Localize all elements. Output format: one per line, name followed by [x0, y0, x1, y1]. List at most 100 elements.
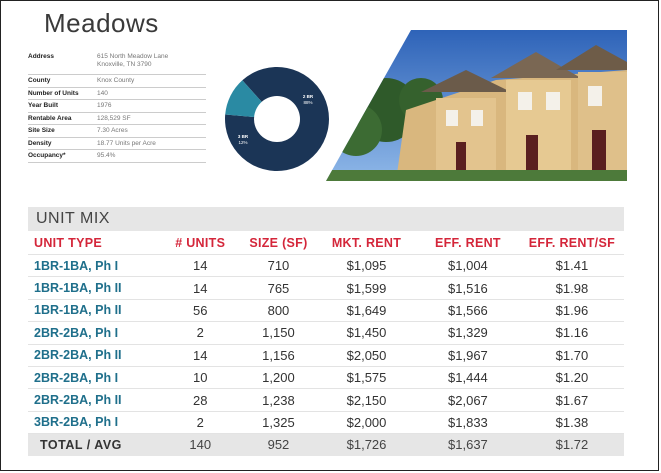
fact-value: 128,529 SF: [97, 114, 131, 122]
fact-row: Number of Units 140: [28, 88, 206, 100]
slice-pct-2br: 88%: [303, 100, 312, 105]
cell-eff-rent: $2,067: [415, 388, 520, 412]
cell-avg-eff-rent-sf: $1.72: [519, 433, 624, 456]
cell-size: 710: [239, 253, 318, 277]
bedroom-donut-chart: 2 BR 88% 3 BR 12%: [225, 67, 329, 171]
cell-unit-type: 1BR-1BA, Ph II: [28, 298, 161, 322]
cell-mkt-rent: $1,649: [317, 298, 416, 322]
cell-units: 28: [160, 388, 240, 412]
cell-unit-type: 3BR-2BA, Ph I: [28, 410, 161, 434]
address-line-2: Knoxville, TN 3790: [97, 61, 152, 68]
cell-unit-type: 2BR-2BA, Ph I: [28, 365, 161, 389]
cell-eff-rent: $1,444: [415, 365, 520, 389]
cell-units: 14: [160, 343, 240, 367]
cell-eff-rent-sf: $1.20: [519, 365, 624, 389]
fact-label: Rentable Area: [28, 114, 72, 122]
fact-label: Density: [28, 139, 52, 147]
table-row: 2BR-2BA, Ph I 10 1,200 $1,575 $1,444 $1.20: [28, 365, 624, 389]
table-row: 2BR-2BA, Ph II 14 1,156 $2,050 $1,967 $1.70: [28, 343, 624, 367]
cell-eff-rent: $1,004: [415, 253, 520, 277]
col-unit-type: UNIT TYPE: [34, 236, 102, 250]
fact-row: County Knox County: [28, 75, 206, 88]
cell-eff-rent: $1,967: [415, 343, 520, 367]
fact-label: Year Built: [28, 102, 58, 110]
unit-mix-title: UNIT MIX: [36, 210, 110, 227]
property-facts: Address 615 North Meadow Lane Knoxville,…: [28, 50, 206, 163]
donut-hole: [254, 96, 300, 142]
fact-row-address: Address 615 North Meadow Lane Knoxville,…: [28, 50, 206, 75]
cell-eff-rent-sf: $1.96: [519, 298, 624, 322]
table-row: 1BR-1BA, Ph II 14 765 $1,599 $1,516 $1.98: [28, 276, 624, 300]
fact-value: 7.30 Acres: [97, 127, 128, 135]
cell-mkt-rent: $1,599: [317, 276, 416, 300]
unit-mix-header: UNIT MIX: [28, 207, 624, 231]
fact-value: 95.4%: [97, 152, 116, 160]
cell-units: 2: [160, 321, 240, 345]
table-row: 1BR-1BA, Ph I 14 710 $1,095 $1,004 $1.41: [28, 253, 624, 277]
table-row: 2BR-2BA, Ph II 28 1,238 $2,150 $2,067 $1.67: [28, 388, 624, 412]
property-title: Meadows: [44, 8, 159, 38]
table-row: 1BR-1BA, Ph II 56 800 $1,649 $1,566 $1.96: [28, 298, 624, 322]
table-row: 3BR-2BA, Ph I 2 1,325 $2,000 $1,833 $1.38: [28, 410, 624, 434]
col-size: SIZE (SF): [249, 236, 308, 250]
cell-mkt-rent: $1,575: [317, 365, 416, 389]
fact-value: 140: [97, 89, 108, 97]
cell-units: 2: [160, 410, 240, 434]
col-eff-rent: EFF. RENT: [434, 236, 501, 250]
fact-value-address: 615 North Meadow Lane Knoxville, TN 3790: [97, 53, 206, 69]
table-header-row: UNIT TYPE # UNITS SIZE (SF) MKT. RENT EF…: [28, 232, 624, 255]
cell-unit-type: 2BR-2BA, Ph II: [28, 388, 161, 412]
fact-value: 1976: [97, 102, 112, 110]
cell-unit-type: 1BR-1BA, Ph I: [28, 253, 161, 277]
cell-units: 14: [160, 253, 240, 277]
cell-eff-rent: $1,833: [415, 410, 520, 434]
slice-pct-3br: 12%: [238, 140, 247, 145]
fact-label: Occupancy*: [28, 152, 66, 160]
cell-eff-rent: $1,566: [415, 298, 520, 322]
cell-size: 1,156: [239, 343, 318, 367]
cell-mkt-rent: $1,095: [317, 253, 416, 277]
col-eff-rent-sf: EFF. RENT/SF: [528, 236, 616, 250]
cell-size: 1,325: [239, 410, 318, 434]
table-row: 2BR-2BA, Ph I 2 1,150 $1,450 $1,329 $1.16: [28, 321, 624, 345]
slice-label-3br: 3 BR: [238, 134, 249, 139]
fact-label: Number of Units: [28, 89, 79, 97]
cell-eff-rent-sf: $1.41: [519, 253, 624, 277]
fact-value: Knox County: [97, 77, 135, 85]
col-units: # UNITS: [175, 236, 226, 250]
cell-units: 56: [160, 298, 240, 322]
fact-row: Site Size 7.30 Acres: [28, 125, 206, 138]
fact-label: County: [28, 77, 51, 85]
cell-eff-rent-sf: $1.67: [519, 388, 624, 412]
cell-total-units: 140: [160, 433, 240, 456]
cell-eff-rent-sf: $1.38: [519, 410, 624, 434]
fact-row: Occupancy* 95.4%: [28, 150, 206, 163]
unit-mix-table: UNIT TYPE # UNITS SIZE (SF) MKT. RENT EF…: [28, 232, 624, 456]
cell-size: 1,238: [239, 388, 318, 412]
fact-row: Density 18.77 Units per Acre: [28, 138, 206, 150]
cell-eff-rent: $1,329: [415, 321, 520, 345]
cell-units: 10: [160, 365, 240, 389]
cell-size: 1,150: [239, 321, 318, 345]
cell-eff-rent-sf: $1.70: [519, 343, 624, 367]
cell-avg-size: 952: [239, 433, 318, 456]
property-photo: [326, 30, 627, 181]
cell-total-label: TOTAL / AVG: [28, 433, 161, 456]
cell-unit-type: 2BR-2BA, Ph II: [28, 343, 161, 367]
cell-mkt-rent: $1,450: [317, 321, 416, 345]
cell-unit-type: 2BR-2BA, Ph I: [28, 321, 161, 345]
fact-label: Address: [28, 53, 55, 60]
cell-units: 14: [160, 276, 240, 300]
cell-eff-rent-sf: $1.16: [519, 321, 624, 345]
cell-size: 800: [239, 298, 318, 322]
fact-label: Site Size: [28, 127, 55, 135]
cell-eff-rent: $1,516: [415, 276, 520, 300]
cell-avg-eff-rent: $1,637: [415, 433, 520, 456]
fact-value: 18.77 Units per Acre: [97, 139, 156, 147]
cell-size: 765: [239, 276, 318, 300]
fact-row: Rentable Area 128,529 SF: [28, 113, 206, 125]
cell-avg-mkt-rent: $1,726: [317, 433, 416, 456]
total-row: TOTAL / AVG 140 952 $1,726 $1,637 $1.72: [28, 433, 624, 456]
cell-mkt-rent: $2,000: [317, 410, 416, 434]
